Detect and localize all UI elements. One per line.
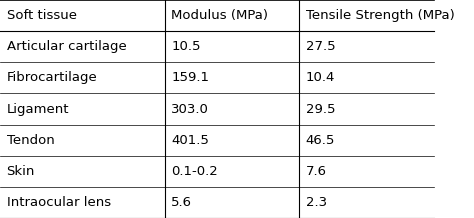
Text: 10.5: 10.5 xyxy=(171,40,201,53)
Text: 46.5: 46.5 xyxy=(306,134,335,147)
Text: 27.5: 27.5 xyxy=(306,40,335,53)
Text: 303.0: 303.0 xyxy=(171,102,209,116)
Text: 5.6: 5.6 xyxy=(171,196,192,209)
Text: Soft tissue: Soft tissue xyxy=(7,9,76,22)
Text: 7.6: 7.6 xyxy=(306,165,327,178)
Text: 159.1: 159.1 xyxy=(171,71,210,84)
Text: 0.1-0.2: 0.1-0.2 xyxy=(171,165,218,178)
Text: Ligament: Ligament xyxy=(7,102,69,116)
Text: Tensile Strength (MPa): Tensile Strength (MPa) xyxy=(306,9,455,22)
Text: Skin: Skin xyxy=(7,165,35,178)
Text: 2.3: 2.3 xyxy=(306,196,327,209)
Text: Fibrocartilage: Fibrocartilage xyxy=(7,71,97,84)
Text: 10.4: 10.4 xyxy=(306,71,335,84)
Text: Intraocular lens: Intraocular lens xyxy=(7,196,110,209)
Text: Modulus (MPa): Modulus (MPa) xyxy=(171,9,268,22)
Text: 29.5: 29.5 xyxy=(306,102,335,116)
Text: Articular cartilage: Articular cartilage xyxy=(7,40,126,53)
Text: 401.5: 401.5 xyxy=(171,134,209,147)
Text: Tendon: Tendon xyxy=(7,134,54,147)
